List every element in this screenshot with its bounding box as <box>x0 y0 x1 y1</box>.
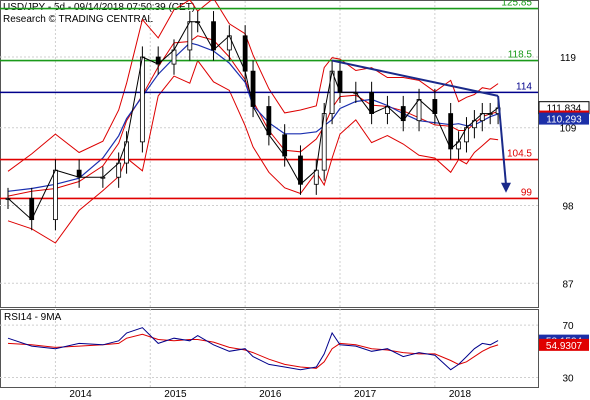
y-tick-label-87: 87 <box>562 279 574 290</box>
x-tick-label-2015: 2015 <box>164 389 187 400</box>
chart-title: USD/JPY - 5d - 09/14/2018 07:50:39 (CET) <box>3 2 196 13</box>
price-candle <box>187 21 193 51</box>
price-candle <box>171 49 177 65</box>
price-candle <box>116 162 122 178</box>
rsi-tick-label-70: 70 <box>562 321 574 332</box>
price-candle <box>313 169 319 185</box>
level-label-104.5: 104.5 <box>507 149 532 160</box>
price-line <box>7 21 499 221</box>
forecast-arrow-shaft <box>497 95 507 185</box>
price-candle <box>416 99 422 122</box>
bollinger-upper <box>7 0 499 172</box>
price-candle <box>448 113 454 150</box>
price-candle <box>266 106 272 136</box>
rsi-panel-frame <box>0 309 539 388</box>
moving-average-tag: 110.293 <box>546 115 582 126</box>
x-tick-label-2016: 2016 <box>259 389 282 400</box>
rsi-panel-label: RSI14 - 9MA <box>4 312 62 323</box>
trendline <box>331 59 499 97</box>
rsi-ma-line <box>7 333 499 369</box>
current-price-tag: 111.834 <box>547 104 582 115</box>
rsi-ma-value-tag: 54.9307 <box>546 341 583 352</box>
price-candle <box>76 169 82 178</box>
price-candle <box>432 99 438 114</box>
price-candle <box>369 91 375 114</box>
level-label-125.85: 125.85 <box>501 0 532 9</box>
x-tick-label-2014: 2014 <box>69 389 92 400</box>
rsi-tick-label-30: 30 <box>562 374 574 385</box>
y-tick-label-119: 119 <box>560 53 576 64</box>
price-candle <box>242 35 248 72</box>
price-panel-frame <box>0 0 539 308</box>
price-candle <box>298 155 303 185</box>
y-tick-label-109: 109 <box>560 124 577 135</box>
rsi-line <box>7 327 499 371</box>
moving-average-tag-bg <box>539 112 589 125</box>
x-tick-label-2017: 2017 <box>354 389 377 400</box>
price-candle <box>53 169 58 221</box>
rsi-ma-value-tag-bg <box>539 338 589 351</box>
price-candle <box>211 21 216 51</box>
x-tick-label-2018: 2018 <box>449 389 472 400</box>
level-label-118.5: 118.5 <box>508 50 533 61</box>
level-label-99: 99 <box>521 187 533 198</box>
y-tick-label-98: 98 <box>562 201 574 212</box>
forecast-arrow-head <box>501 182 511 193</box>
price-candle <box>139 56 145 143</box>
level-label-114: 114 <box>516 81 532 92</box>
chart-source: Research © TRADING CENTRAL <box>3 14 153 25</box>
price-candle <box>282 134 288 157</box>
